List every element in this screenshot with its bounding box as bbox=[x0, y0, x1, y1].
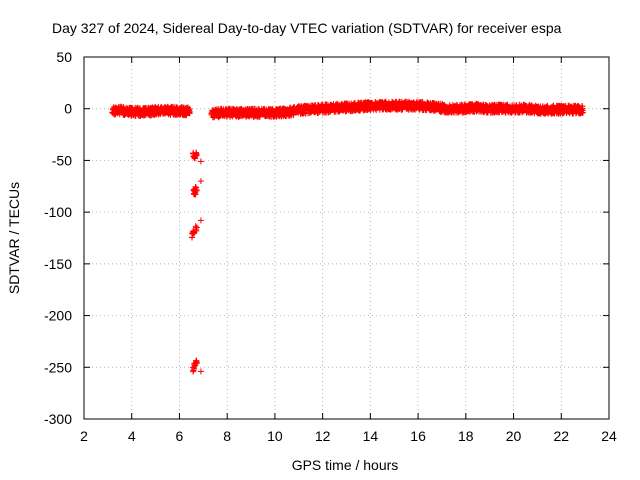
x-axis-label: GPS time / hours bbox=[292, 457, 399, 473]
outlier-point bbox=[192, 152, 199, 159]
outlier-point bbox=[193, 187, 200, 194]
x-tick-label: 2 bbox=[80, 428, 88, 444]
outlier-point bbox=[190, 367, 197, 374]
x-tick-label: 14 bbox=[363, 428, 379, 444]
data-point bbox=[186, 105, 193, 112]
x-tick-label: 22 bbox=[553, 428, 569, 444]
outlier-point bbox=[193, 224, 200, 231]
x-tick-label: 10 bbox=[267, 428, 283, 444]
y-tick-label: -50 bbox=[52, 152, 72, 168]
y-tick-label: -200 bbox=[44, 308, 72, 324]
data-points bbox=[109, 98, 586, 375]
x-tick-label: 16 bbox=[410, 428, 426, 444]
outlier-point bbox=[192, 188, 199, 195]
y-axis: 50 0 -50 -100 -150 -200 -250 -300 bbox=[44, 49, 609, 427]
y-tick-label: -150 bbox=[44, 256, 72, 272]
x-tick-label: 18 bbox=[458, 428, 474, 444]
y-tick-label: -100 bbox=[44, 204, 72, 220]
data-point bbox=[579, 109, 586, 116]
outlier-point bbox=[188, 234, 195, 241]
x-tick-label: 12 bbox=[315, 428, 331, 444]
y-axis-label: SDTVAR / TECUs bbox=[6, 182, 22, 294]
x-tick-label: 6 bbox=[176, 428, 184, 444]
outlier-point bbox=[193, 357, 200, 364]
chart-title: Day 327 of 2024, Sidereal Day-to-day VTE… bbox=[52, 20, 562, 36]
outlier-point bbox=[190, 228, 197, 235]
outlier-point bbox=[197, 217, 204, 224]
outlier-point bbox=[197, 368, 204, 375]
x-tick-label: 8 bbox=[223, 428, 231, 444]
y-tick-label: 50 bbox=[56, 49, 72, 65]
x-tick-label: 24 bbox=[601, 428, 617, 444]
outlier-point bbox=[197, 178, 204, 185]
x-axis: 2 4 6 8 10 12 14 16 18 20 22 24 bbox=[80, 57, 617, 444]
x-tick-label: 4 bbox=[128, 428, 136, 444]
x-tick-label: 20 bbox=[506, 428, 522, 444]
y-tick-label: -250 bbox=[44, 359, 72, 375]
plot-area-frame bbox=[83, 56, 610, 420]
y-tick-label: -300 bbox=[44, 411, 72, 427]
outlier-point bbox=[197, 158, 204, 165]
y-tick-label: 0 bbox=[64, 101, 72, 117]
